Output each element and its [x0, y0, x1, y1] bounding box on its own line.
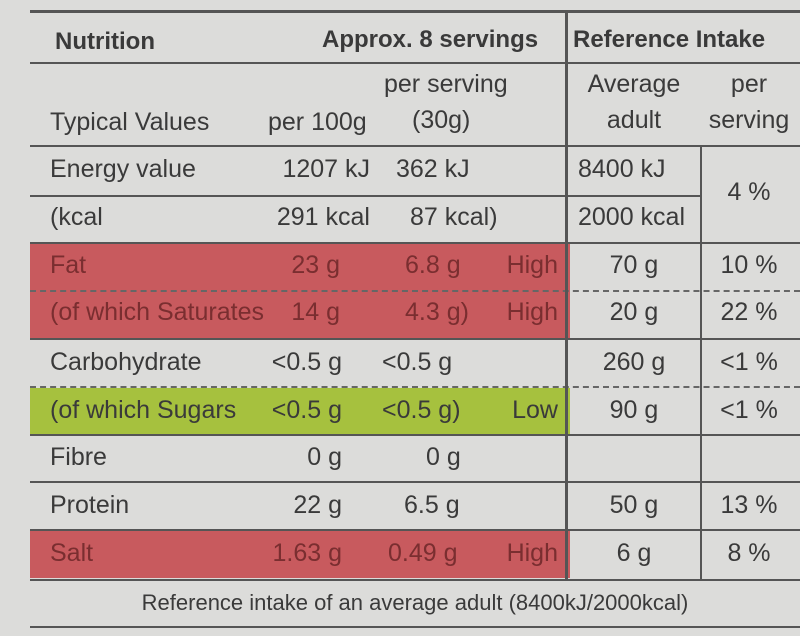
- saturates-name: (of which Saturates: [50, 298, 264, 326]
- energy-name: Energy value: [50, 155, 196, 183]
- average-label: Average: [587, 70, 681, 98]
- typical-values-label: Typical Values: [50, 108, 210, 136]
- salt-ri: 6 g: [616, 539, 652, 567]
- carbohydrate-ri: 260 g: [602, 348, 666, 376]
- header-divider: [30, 62, 800, 64]
- saturates-ri: 20 g: [609, 298, 659, 326]
- protein-name: Protein: [50, 491, 130, 519]
- ri-per-label: per: [730, 70, 768, 98]
- sugars-ri: 90 g: [609, 396, 659, 424]
- salt-serving: 0.49 g: [388, 539, 458, 567]
- serving-size-label: (30g): [412, 106, 471, 134]
- saturates-serving: 4.3 g): [405, 298, 469, 326]
- subheader-divider: [30, 145, 800, 147]
- fat-ri: 70 g: [609, 251, 659, 279]
- sugars-divider: [30, 434, 800, 436]
- kcal-serving: 87 kcal): [410, 203, 498, 231]
- sugars-per100: <0.5 g: [271, 396, 342, 424]
- per-100g-label: per 100g: [268, 108, 367, 136]
- per-serving-label: per serving: [384, 70, 508, 98]
- nutrition-heading: Nutrition: [55, 28, 155, 55]
- saturates-level: High: [506, 298, 558, 326]
- carbohydrate-pct: <1 %: [720, 348, 778, 376]
- carb-divider: [30, 386, 800, 388]
- fibre-divider: [30, 481, 800, 483]
- saturates-pct: 22 %: [720, 298, 778, 326]
- salt-divider: [30, 579, 800, 581]
- carbohydrate-serving: <0.5 g: [382, 348, 453, 376]
- fat-divider: [30, 290, 800, 292]
- kcal-ri: 2000 kcal: [578, 203, 686, 231]
- footer-note: Reference intake of an average adult (84…: [141, 590, 689, 615]
- servings-heading: Approx. 8 servings: [322, 26, 539, 53]
- kcal-name: (kcal: [50, 203, 103, 231]
- saturates-per100: 14 g: [291, 298, 340, 326]
- energy-divider: [30, 195, 700, 197]
- salt-level: High: [506, 539, 558, 567]
- energy-ri: 8400 kJ: [578, 155, 666, 183]
- sugars-level: Low: [512, 396, 558, 424]
- carbohydrate-name: Carbohydrate: [50, 348, 202, 376]
- fat-pct: 10 %: [720, 251, 778, 279]
- energy-serving: 362 kJ: [396, 155, 470, 183]
- salt-pct: 8 %: [727, 539, 771, 567]
- protein-serving: 6.5 g: [404, 491, 460, 519]
- saturates-divider: [30, 338, 800, 340]
- adult-label: adult: [606, 106, 662, 134]
- energy-per100: 1207 kJ: [282, 155, 370, 183]
- carbohydrate-per100: <0.5 g: [271, 348, 342, 376]
- salt-high-band: [30, 530, 570, 578]
- sugars-low-band: [30, 388, 570, 434]
- fat-per100: 23 g: [291, 251, 340, 279]
- top-border: [30, 10, 800, 13]
- protein-ri: 50 g: [609, 491, 659, 519]
- bottom-border: [30, 626, 800, 628]
- pct-column-divider: [700, 145, 702, 580]
- fat-serving: 6.8 g: [405, 251, 461, 279]
- sugars-serving: <0.5 g): [382, 396, 461, 424]
- protein-per100: 22 g: [293, 491, 342, 519]
- sugars-pct: <1 %: [720, 396, 778, 424]
- salt-name: Salt: [50, 539, 94, 567]
- fat-name: Fat: [50, 251, 87, 279]
- reference-intake-heading: Reference Intake: [573, 26, 766, 53]
- fibre-name: Fibre: [50, 443, 107, 471]
- protein-divider: [30, 529, 800, 531]
- ri-serving-label: serving: [708, 106, 790, 134]
- kcal-per100: 291 kcal: [276, 203, 370, 231]
- protein-pct: 13 %: [720, 491, 778, 519]
- fibre-serving: 0 g: [426, 443, 461, 471]
- fibre-per100: 0 g: [307, 443, 342, 471]
- salt-per100: 1.63 g: [272, 539, 342, 567]
- fat-level: High: [506, 251, 558, 279]
- sugars-name: (of which Sugars: [50, 396, 237, 424]
- energy-pct: 4 %: [727, 178, 771, 206]
- kcal-divider: [30, 242, 800, 244]
- ri-column-divider: [565, 10, 568, 580]
